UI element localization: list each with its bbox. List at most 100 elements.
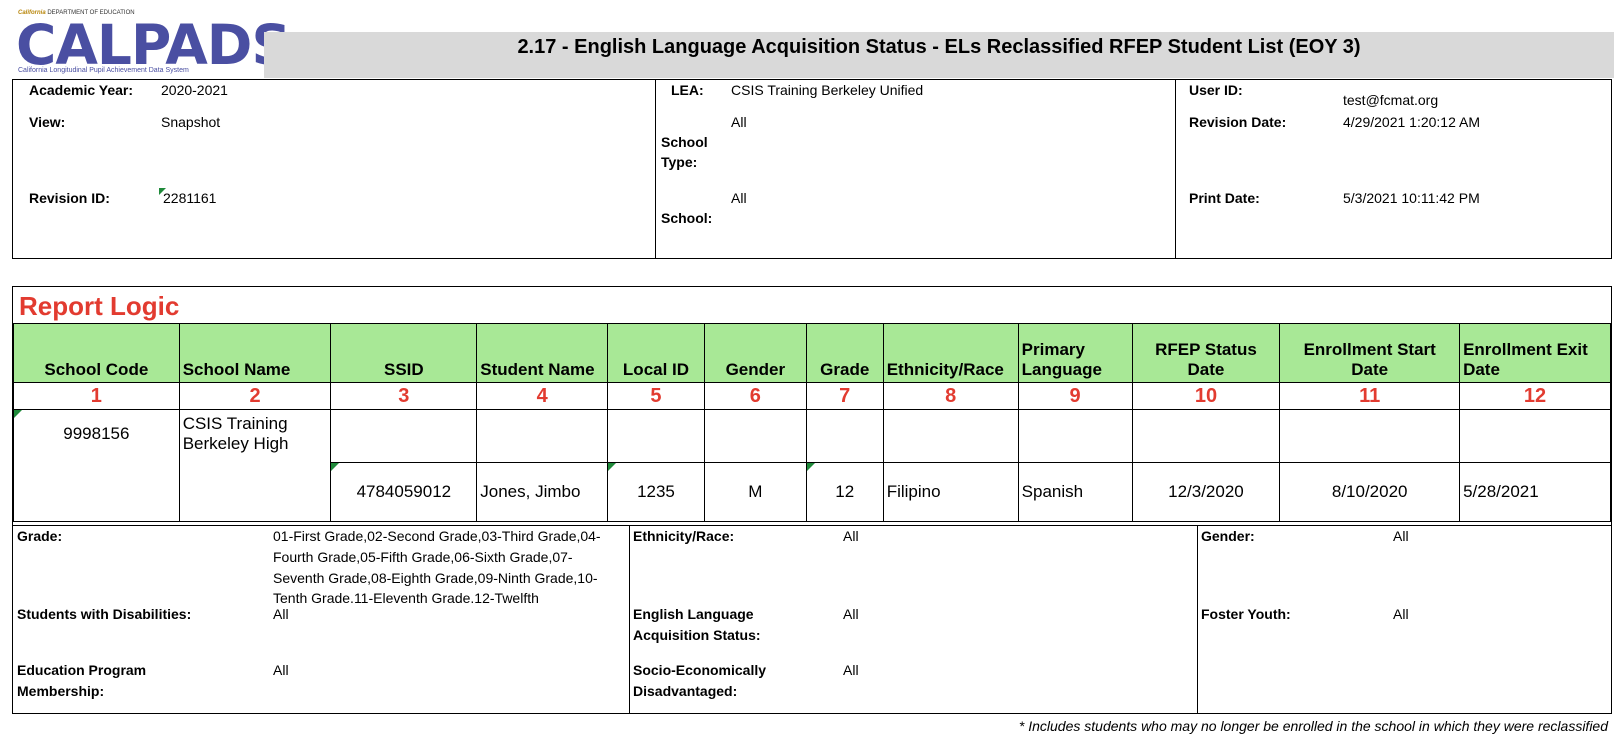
logo-state: California bbox=[18, 10, 46, 16]
ethnicity-cell: Filipino bbox=[882, 462, 1019, 522]
school-code-cell: 9998156 bbox=[13, 409, 180, 522]
grade-cell: 12 bbox=[805, 462, 884, 522]
ela-filter-value: All bbox=[843, 606, 859, 622]
user-id-value: test@fcmat.org bbox=[1343, 92, 1439, 108]
logo-brand: CALPADS bbox=[16, 13, 291, 77]
report-filters-panel: Grade: 01-First Grade,02-Second Grade,03… bbox=[12, 526, 1612, 714]
col-number: 12 bbox=[1459, 382, 1611, 410]
school-type-label-2: Type: bbox=[661, 154, 698, 170]
col-header-grade: Grade bbox=[805, 323, 884, 383]
empty-cell bbox=[1017, 409, 1133, 463]
local-id-cell: 1235 bbox=[607, 462, 705, 522]
filters-divider bbox=[1197, 526, 1198, 713]
empty-cell bbox=[805, 409, 884, 463]
empty-cell bbox=[330, 409, 478, 463]
report-info-panel: Academic Year: 2020-2021 View: Snapshot … bbox=[12, 79, 1612, 259]
grade-filter-value-line: Seventh Grade,08-Eighth Grade,09-Ninth G… bbox=[273, 570, 598, 586]
calpads-logo: California DEPARTMENT OF EDUCATION CALPA… bbox=[14, 8, 291, 80]
col-number: 10 bbox=[1131, 382, 1281, 410]
rfep-status-date-cell: 12/3/2020 bbox=[1131, 462, 1281, 522]
col-header-ssid: SSID bbox=[330, 323, 478, 383]
lea-label: LEA: bbox=[671, 82, 704, 98]
sed-filter-label: Socio-Economically bbox=[633, 662, 767, 678]
revision-id-value: 2281161 bbox=[163, 190, 217, 206]
empty-cell bbox=[607, 409, 705, 463]
empty-cell bbox=[1459, 409, 1611, 463]
enrollment-exit-cell: 5/28/2021 bbox=[1459, 462, 1611, 522]
primary-language-cell: Spanish bbox=[1017, 462, 1133, 522]
empty-cell bbox=[703, 409, 807, 463]
student-list-table: School Code School Name SSID Student Nam… bbox=[13, 323, 1611, 522]
swd-filter-value: All bbox=[273, 606, 289, 622]
ela-filter-label: English Language bbox=[633, 606, 754, 622]
foster-filter-value: All bbox=[1393, 606, 1409, 622]
col-number: 2 bbox=[178, 382, 332, 410]
student-name-cell: Jones, Jimbo bbox=[476, 462, 609, 522]
grade-filter-value-line: Tenth Grade.11-Eleventh Grade.12-Twelfth bbox=[273, 590, 539, 606]
logo-tagline: California Longitudinal Pupil Achievemen… bbox=[18, 67, 189, 74]
revision-date-label: Revision Date: bbox=[1189, 114, 1287, 130]
grade-filter-value-line: 01-First Grade,02-Second Grade,03-Third … bbox=[273, 528, 601, 544]
col-number: 4 bbox=[476, 382, 609, 410]
enrollment-start-cell: 8/10/2020 bbox=[1279, 462, 1461, 522]
view-label: View: bbox=[29, 114, 66, 130]
col-number: 11 bbox=[1279, 382, 1461, 410]
col-number: 7 bbox=[805, 382, 884, 410]
col-header-rfep-status-date: RFEP Status Date bbox=[1131, 323, 1281, 383]
col-header-enrollment-start: Enrollment Start Date bbox=[1279, 323, 1461, 383]
col-header-school-code: School Code bbox=[13, 323, 180, 383]
view-value: Snapshot bbox=[161, 114, 221, 130]
print-date-value: 5/3/2021 10:11:42 PM bbox=[1343, 190, 1480, 206]
col-header-ethnicity: Ethnicity/Race bbox=[882, 323, 1019, 383]
column-number-row: 1 2 3 4 5 6 7 8 9 10 11 12 bbox=[13, 382, 1611, 410]
gender-cell: M bbox=[703, 462, 807, 522]
lea-value: CSIS Training Berkeley Unified bbox=[731, 82, 924, 98]
school-type-value: All bbox=[731, 114, 747, 130]
school-name-cell: CSIS Training Berkeley High bbox=[178, 409, 332, 522]
epm-filter-label-2: Membership: bbox=[17, 683, 105, 699]
empty-cell bbox=[1279, 409, 1461, 463]
user-id-label: User ID: bbox=[1189, 82, 1243, 98]
report-main-title: 2.17 - English Language Acquisition Stat… bbox=[517, 36, 1361, 58]
info-divider bbox=[655, 80, 656, 258]
logo-department: DEPARTMENT OF EDUCATION bbox=[47, 10, 135, 16]
revision-date-value: 4/29/2021 1:20:12 AM bbox=[1343, 114, 1480, 130]
report-title-bar: 2.17 - English Language Acquisition Stat… bbox=[264, 32, 1614, 78]
epm-filter-label: Education Program bbox=[17, 662, 147, 678]
sed-filter-label-2: Disadvantaged: bbox=[633, 683, 738, 699]
col-header-enrollment-exit: Enrollment Exit Date bbox=[1459, 323, 1611, 383]
col-number: 8 bbox=[882, 382, 1019, 410]
epm-filter-value: All bbox=[273, 662, 289, 678]
col-header-school-name: School Name bbox=[178, 323, 332, 383]
report-footnote: * Includes students who may no longer be… bbox=[1018, 718, 1608, 734]
school-value: All bbox=[731, 190, 747, 206]
swd-filter-label: Students with Disabilities: bbox=[17, 606, 192, 622]
col-number: 6 bbox=[703, 382, 807, 410]
school-type-label: School bbox=[661, 134, 708, 150]
empty-cell bbox=[882, 409, 1019, 463]
school-row: 9998156 CSIS Training Berkeley High bbox=[13, 409, 1611, 522]
col-header-student-name: Student Name bbox=[476, 323, 609, 383]
table-row: 4784059012 Jones, Jimbo 1235 M 12 Filipi… bbox=[14, 462, 1611, 522]
filters-divider bbox=[629, 526, 630, 713]
col-number: 5 bbox=[607, 382, 705, 410]
revision-id-label: Revision ID: bbox=[29, 190, 110, 206]
report-logic-section: Report Logic School Code School Name SSI… bbox=[12, 286, 1612, 526]
info-divider bbox=[1175, 80, 1176, 258]
gender-filter-label: Gender: bbox=[1201, 528, 1255, 544]
grade-filter-label: Grade: bbox=[17, 528, 63, 544]
ethnicity-filter-label: Ethnicity/Race: bbox=[633, 528, 735, 544]
empty-cell bbox=[1131, 409, 1281, 463]
gender-filter-value: All bbox=[1393, 528, 1409, 544]
sed-filter-value: All bbox=[843, 662, 859, 678]
col-number: 9 bbox=[1017, 382, 1133, 410]
ethnicity-filter-value: All bbox=[843, 528, 859, 544]
school-label: School: bbox=[661, 210, 713, 226]
grade-filter-value-line: Fourth Grade,05-Fifth Grade,06-Sixth Gra… bbox=[273, 549, 573, 565]
empty-cell bbox=[476, 409, 609, 463]
foster-filter-label: Foster Youth: bbox=[1201, 606, 1291, 622]
cell-comment-marker bbox=[159, 188, 166, 195]
logo-department-line: California DEPARTMENT OF EDUCATION bbox=[18, 10, 135, 16]
report-logic-title: Report Logic bbox=[19, 291, 180, 321]
print-date-label: Print Date: bbox=[1189, 190, 1260, 206]
